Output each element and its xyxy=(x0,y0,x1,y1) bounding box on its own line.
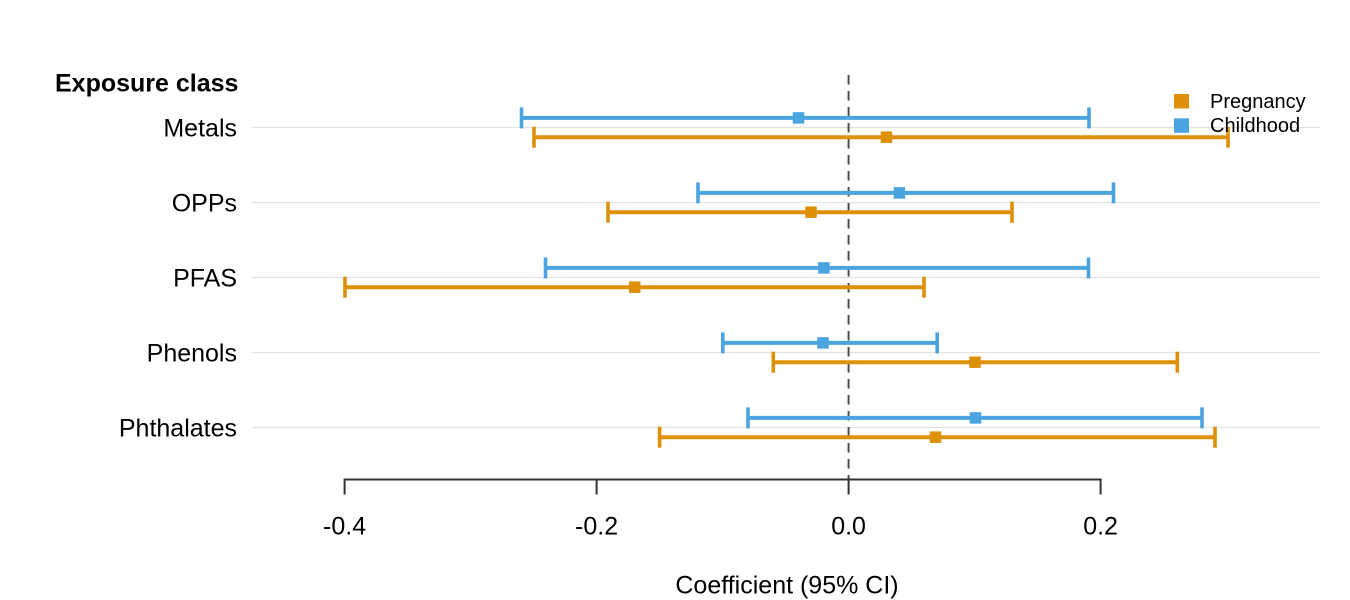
svg-text:-0.4: -0.4 xyxy=(323,513,366,541)
svg-text:Metals: Metals xyxy=(163,115,237,143)
svg-text:Phenols: Phenols xyxy=(147,340,237,368)
svg-text:Childhood: Childhood xyxy=(1210,115,1300,137)
svg-text:PFAS: PFAS xyxy=(173,265,237,293)
svg-text:0.0: 0.0 xyxy=(831,513,866,541)
svg-text:Coefficient (95% CI): Coefficient (95% CI) xyxy=(675,572,898,600)
svg-text:OPPs: OPPs xyxy=(172,190,237,218)
svg-text:Phthalates: Phthalates xyxy=(119,415,237,443)
svg-text:Exposure class: Exposure class xyxy=(55,70,238,98)
svg-text:Pregnancy: Pregnancy xyxy=(1210,91,1306,113)
svg-text:0.2: 0.2 xyxy=(1083,513,1118,541)
svg-text:-0.2: -0.2 xyxy=(575,513,618,541)
